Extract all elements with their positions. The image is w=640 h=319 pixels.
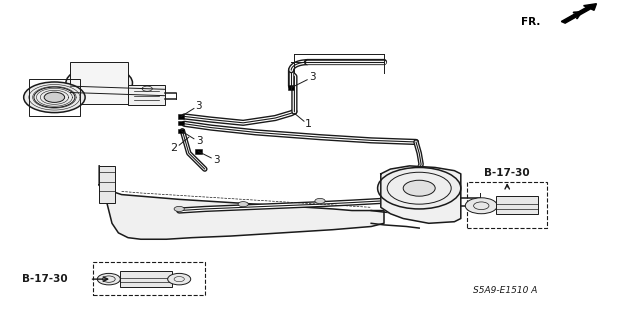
Bar [178, 114, 184, 119]
Circle shape [315, 198, 325, 204]
Circle shape [97, 273, 120, 285]
Polygon shape [381, 166, 461, 223]
Text: S5A9-E1510 A: S5A9-E1510 A [474, 286, 538, 295]
Bar [288, 85, 294, 90]
Circle shape [44, 92, 65, 102]
Text: 1: 1 [305, 119, 312, 129]
Bar [70, 62, 128, 104]
Polygon shape [99, 166, 384, 239]
Text: FR.: FR. [522, 17, 541, 27]
Bar [178, 121, 184, 125]
Circle shape [465, 198, 497, 214]
Bar [29, 79, 80, 116]
Text: 3: 3 [309, 72, 316, 82]
Circle shape [88, 77, 111, 89]
Circle shape [24, 82, 85, 113]
Circle shape [378, 167, 461, 209]
Bar [99, 166, 115, 203]
Text: B-17-30: B-17-30 [484, 168, 530, 178]
Text: B-17-30: B-17-30 [22, 274, 67, 284]
Bar [195, 149, 202, 154]
Bar [496, 196, 538, 214]
Circle shape [238, 202, 248, 207]
Text: 2: 2 [170, 143, 178, 153]
Text: 3: 3 [213, 155, 220, 166]
Circle shape [174, 206, 184, 211]
Text: 3: 3 [195, 101, 202, 111]
Bar [467, 182, 547, 228]
Circle shape [66, 66, 132, 100]
Bar [178, 129, 184, 133]
Circle shape [403, 180, 435, 196]
Text: 3: 3 [196, 136, 202, 146]
Bar [93, 262, 205, 295]
Circle shape [168, 273, 191, 285]
Bar [128, 85, 165, 105]
Bar [120, 271, 172, 287]
FancyArrow shape [561, 4, 596, 23]
